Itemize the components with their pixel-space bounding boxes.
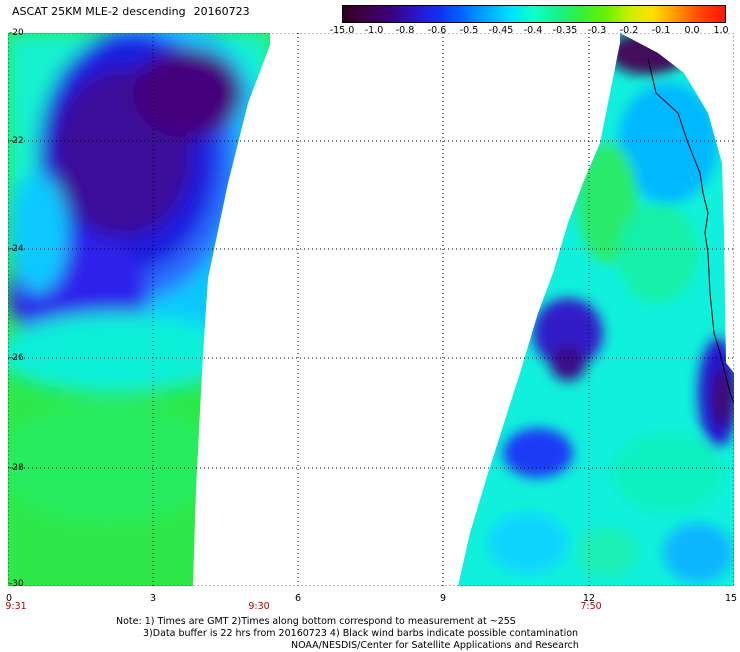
colorbar-label: -15.0 — [329, 25, 355, 36]
colorbar-label: 1.0 — [713, 25, 729, 36]
time-label: 9:31 — [5, 601, 27, 612]
right-swath — [458, 33, 734, 586]
lat-label: -22 — [9, 136, 24, 146]
note-line-1: Note: 1) Times are GMT 2)Times along bot… — [116, 616, 516, 627]
lat-label: -24 — [9, 244, 24, 254]
colorbar-label: -0.1 — [651, 25, 671, 36]
lat-label: -20 — [9, 28, 24, 38]
note-line-3: NOAA/NESDIS/Center for Satellite Applica… — [291, 640, 579, 651]
colorbar — [342, 5, 726, 23]
colorbar-label: -0.3 — [587, 25, 607, 36]
time-label: 7:50 — [580, 601, 602, 612]
colorbar-label: -0.35 — [552, 25, 578, 36]
map-frame — [8, 33, 734, 586]
grid-lines — [8, 33, 734, 586]
colorbar-label: -1.0 — [364, 25, 384, 36]
coastline — [647, 57, 734, 404]
colorbar-label: -0.45 — [488, 25, 514, 36]
left-swath — [8, 33, 270, 586]
lat-label: -26 — [9, 353, 24, 363]
colorbar-label: -0.5 — [459, 25, 479, 36]
product-date: 20160723 — [193, 5, 250, 18]
colorbar-label: -0.6 — [427, 25, 447, 36]
note-line-2: 3)Data buffer is 22 hrs from 20160723 4)… — [143, 628, 579, 639]
lat-label: -28 — [9, 463, 24, 473]
lat-label: -30 — [9, 579, 24, 589]
colorbar-label: -0.4 — [523, 25, 543, 36]
colorbar-label: -0.8 — [395, 25, 415, 36]
wind-map — [8, 33, 734, 586]
lon-label: 12 — [582, 593, 596, 604]
lon-label: 15 — [724, 593, 738, 604]
lon-label: 6 — [294, 593, 302, 604]
lon-label: 9 — [439, 593, 447, 604]
lon-label: 0 — [5, 593, 13, 604]
time-label: 9:30 — [248, 601, 270, 612]
colorbar-label: 0.0 — [684, 25, 700, 36]
product-title: ASCAT 25KM MLE-2 descending — [12, 5, 186, 18]
lon-label: 3 — [149, 593, 157, 604]
colorbar-label: -0.2 — [619, 25, 639, 36]
image-title: ASCAT 25KM MLE-2 descending 20160723 — [12, 5, 250, 18]
